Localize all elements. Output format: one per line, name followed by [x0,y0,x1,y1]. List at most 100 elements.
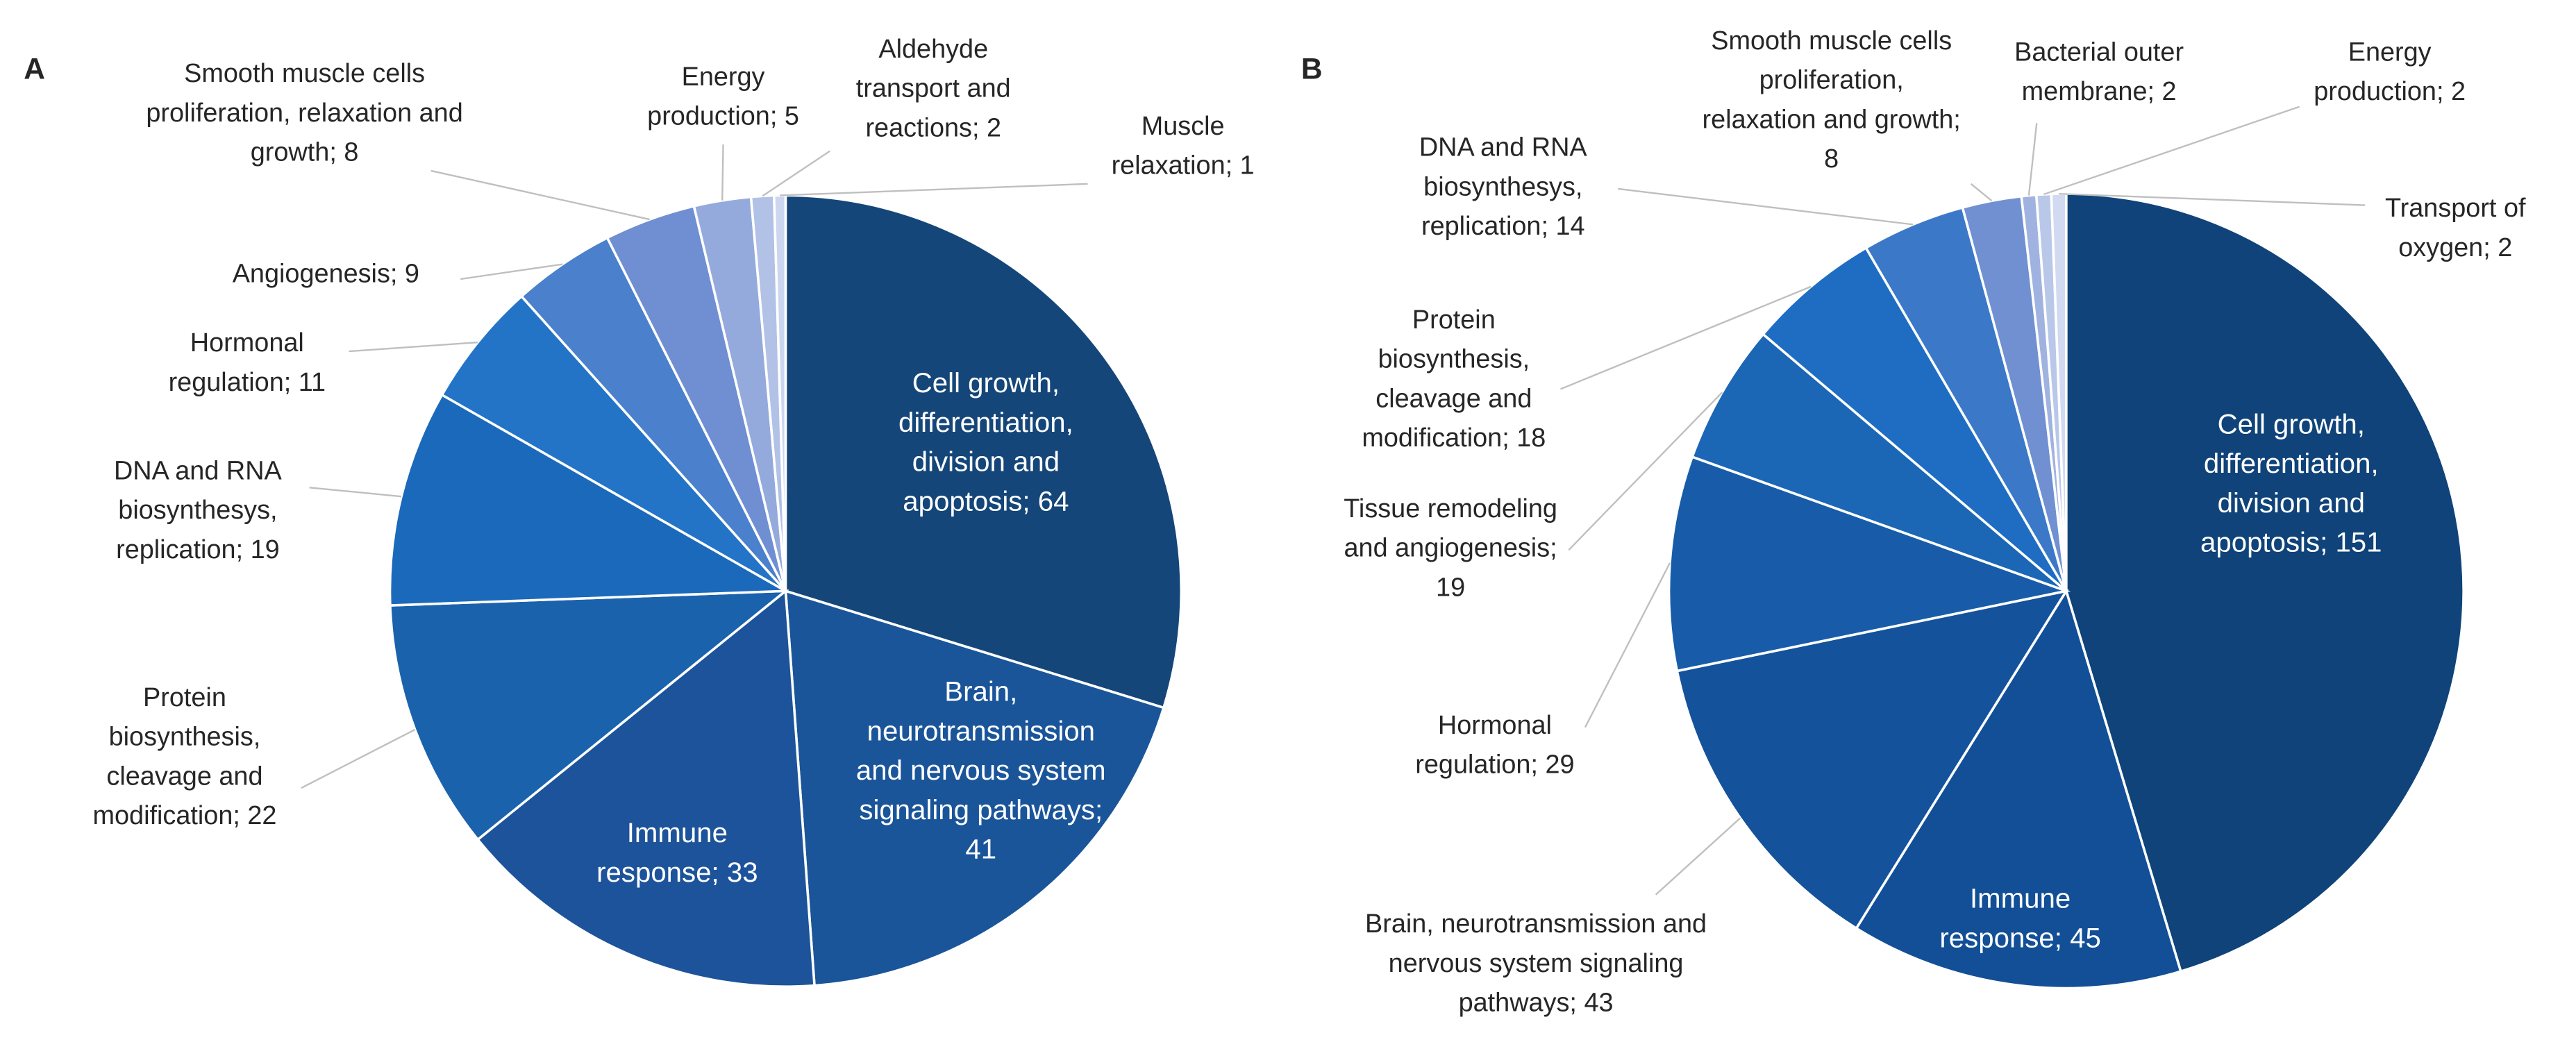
label-separator: ; [329,139,344,168]
category-label: DNA and RNA biosynthesys, replication [1419,134,1587,242]
slice-label: Energy production; 5 [633,0,814,213]
pie-slice [389,589,789,841]
slice-label-box: Immune response; 33 [591,814,763,893]
value-label: 9 [404,260,419,289]
slice-label-box: Hormonal regulation; 29 [1415,712,1575,780]
slice-label-text: Aldehyde transport and reactions; 2 [839,31,1028,149]
slice-label-text: Brain, neurotransmission and nervous sys… [1327,906,1746,1024]
slice-label-box: Aldehyde transport and reactions; 2 [839,0,1028,205]
slice-label-box: Brain, neurotransmission and nervous sys… [1327,850,1746,1049]
label-separator: ; [2320,527,2336,558]
category-label: DNA and RNA biosynthesys, replication [113,458,282,565]
label-separator: ; [233,803,248,831]
slice-label-text: Brain, neurotransmission and nervous sys… [854,673,1109,870]
category-label: Hormonal regulation [1415,712,1552,780]
value-label: 43 [1584,989,1614,1018]
leader-line [1584,562,1671,728]
slice-label-text: Cell growth, differentiation, division a… [2172,405,2410,563]
slice-label: Transport of oxygen; 2 [2365,115,2545,345]
slice-label: DNA and RNA biosynthesys, replication; 1… [1396,74,1609,303]
slice-label-text: Energy production; 5 [633,59,814,138]
leader-line [2043,106,2300,196]
slice-label: Protein biosynthesis, cleavage and modif… [1339,266,1569,496]
category-label: Immune response [1939,883,2071,954]
value-label: 18 [1516,425,1546,453]
panel-label: B [1301,53,1323,86]
slice-label-text: DNA and RNA biosynthesys, replication; 1… [1396,130,1609,248]
pie-slice [1690,332,2067,592]
label-separator: ; [2147,78,2162,107]
slice-label: Hormonal regulation; 11 [149,249,346,479]
value-label: 64 [1037,485,1069,517]
slice-label: Aldehyde transport and reactions; 2 [839,0,1028,205]
label-separator: ; [390,260,405,289]
value-label: 8 [1824,146,1839,174]
leader-line [1560,285,1812,390]
slice-label-box: Tissue remodeling and angiogenesis; 19 [1336,435,1566,665]
leader-line [2027,123,2038,196]
slice-label: Tissue remodeling and angiogenesis; 19 [1336,435,1566,665]
value-label: 14 [1555,213,1585,242]
slice-label-box: Brain, neurotransmission and nervous sys… [854,657,1109,887]
label-separator: ; [1953,106,1961,135]
leader-line [780,183,1088,196]
value-label: 29 [1545,752,1575,780]
slice-label-box: DNA and RNA biosynthesys, replication; 1… [1396,74,1609,303]
slice-label-text: Smooth muscle cells proliferation, relax… [1700,23,1963,181]
value-label: 45 [2070,922,2101,954]
label-separator: ; [1022,485,1038,517]
category-label: Immune response [596,817,728,889]
label-separator: ; [711,857,727,889]
value-label: 2 [2498,235,2513,263]
category-label: Brain, neurotransmission and nervous sys… [1364,911,1707,1018]
slice-label-box: Energy production; 5 [633,0,814,213]
slice-label-text: Bacterial outer membrane; 2 [1989,35,2210,114]
slice-label-text: Immune response; 33 [591,814,763,893]
slice-label-box: Immune response; 45 [1934,805,2106,1034]
leader-line [301,728,416,789]
value-label: 19 [250,537,280,565]
value-label: 11 [298,369,326,398]
value-label: 5 [784,103,799,132]
category-label: Protein biosynthesis, cleavage and modif… [92,685,263,831]
category-label: Bacterial outer membrane [2014,39,2184,107]
label-separator: ; [1095,794,1103,826]
label-separator: ; [2483,235,2498,263]
slice-label-text: Smooth muscle cells proliferation, relax… [136,56,473,174]
slice-label: Cell growth, differentiation, division a… [2172,369,2410,599]
slice-label-box: Cell growth, differentiation, division a… [2172,369,2410,599]
slice-label-box: Transport of oxygen; 2 [2365,115,2545,345]
category-label: Muscle relaxation [1111,113,1226,181]
pie-slice [1855,587,2183,990]
leader-line [349,341,478,353]
label-separator: ; [235,537,251,565]
label-separator: ; [971,115,987,143]
leader-line [721,144,724,201]
category-label: Energy production [2314,39,2436,107]
category-label: Aldehyde transport and reactions [855,36,1011,143]
pie-slice [476,588,816,988]
category-label: Angiogenesis [232,260,390,289]
slice-label: Brain, neurotransmission and nervous sys… [1327,850,1746,1049]
pie-slice [784,194,1183,710]
panel-label: A [24,53,45,86]
slice-label-box: Protein biosynthesis, cleavage and modif… [92,685,276,831]
label-separator: ; [2436,78,2451,107]
value-label: 151 [2335,527,2382,558]
slice-label-box: Smooth muscle cells proliferation, relax… [1700,23,1963,181]
label-separator: ; [769,103,785,132]
value-label: 19 [1436,574,1466,603]
slice-label: Energy production; 2 [2300,0,2480,189]
category-label: Energy production [647,64,770,132]
value-label: 8 [344,139,359,168]
slice-label-box: Bacterial outer membrane; 2 [1989,35,2210,114]
value-label: 2 [2161,78,2177,107]
leader-line [1568,392,1723,551]
category-label: Cell growth, differentiation, division a… [2200,408,2379,558]
slice-label: Brain, neurotransmission and nervous sys… [854,657,1109,887]
leader-line [1618,187,1914,226]
label-separator: ; [1541,213,1556,242]
slice-label-text: Muscle relaxation; 1 [1093,108,1273,187]
category-label: Smooth muscle cells proliferation, relax… [146,60,463,168]
slice-label: Immune response; 45 [1934,805,2106,1034]
